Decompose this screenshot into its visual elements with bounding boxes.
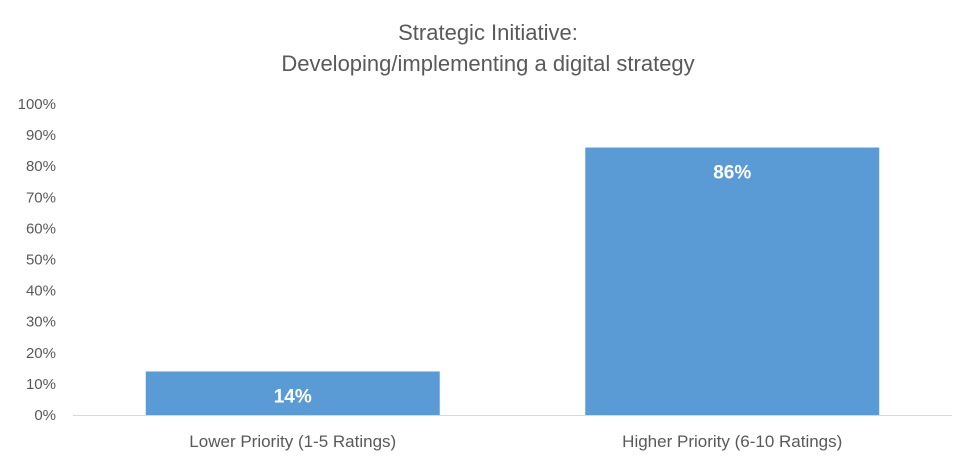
y-tick-label: 100% [18, 96, 56, 113]
bars: 14% 86% [145, 147, 880, 416]
x-axis: Lower Priority (1-5 Ratings) Higher Prior… [73, 415, 952, 451]
y-axis: 0% 10% 20% 30% 40% 50% 60% 70% 80% 90% 100% [18, 96, 56, 424]
y-tick-label: 70% [26, 189, 56, 206]
chart-title: Strategic Initiative: Developing/impleme… [281, 20, 694, 76]
bar [145, 371, 440, 415]
bar-data-label: 86% [713, 163, 751, 184]
chart-title-line-1: Strategic Initiative: [398, 20, 578, 45]
y-tick-label: 0% [34, 407, 56, 424]
x-category-label: Higher Priority (6-10 Ratings) [622, 432, 842, 451]
y-tick-label: 40% [26, 283, 56, 300]
y-tick-label: 50% [26, 252, 56, 269]
y-tick-label: 20% [26, 345, 56, 362]
y-tick-label: 30% [26, 314, 56, 331]
y-tick-label: 80% [26, 158, 56, 175]
bar-data-label: 14% [274, 386, 312, 407]
chart-title-line-2: Developing/implementing a digital strate… [281, 51, 694, 76]
y-tick-label: 90% [26, 127, 56, 144]
bar [585, 147, 880, 416]
x-category-label: Lower Priority (1-5 Ratings) [189, 432, 396, 451]
y-tick-label: 60% [26, 220, 56, 237]
y-tick-label: 10% [26, 376, 56, 393]
